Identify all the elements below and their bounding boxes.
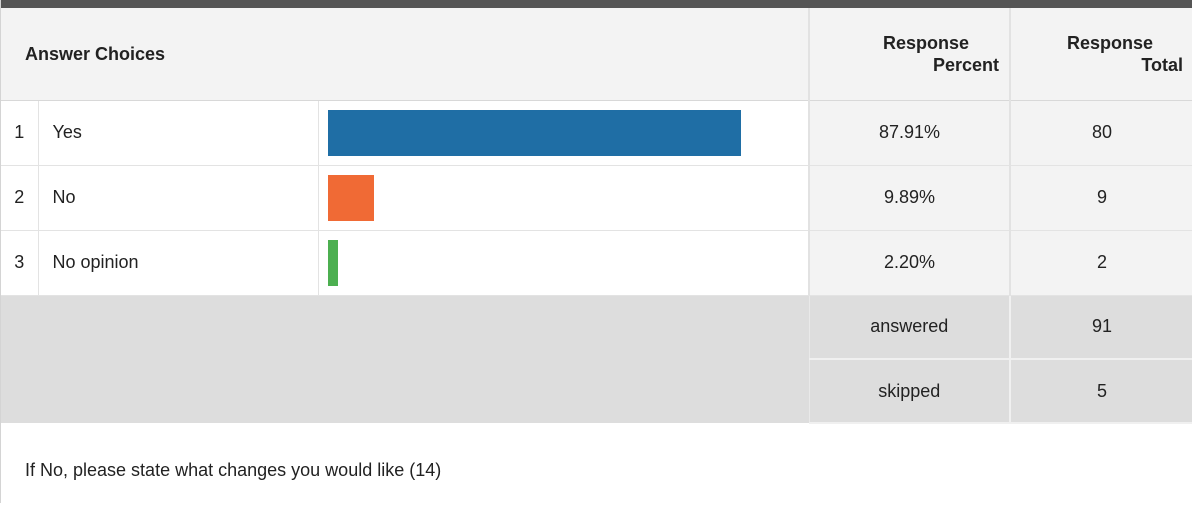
comment-text: If No, please state what changes you wou…	[1, 423, 1192, 517]
header-answer-choices: Answer Choices	[1, 8, 810, 101]
row-total: 2	[1010, 230, 1192, 296]
summary-row-answered: answered 91	[1, 295, 1192, 423]
summary-row-skipped: skipped 5	[1, 359, 1192, 424]
header-response-percent-line2: Percent	[932, 54, 999, 75]
row-number: 2	[1, 165, 39, 231]
header-response-total-line2: Total	[1141, 54, 1183, 75]
answered-value: 91	[1010, 295, 1192, 360]
skipped-value: 5	[1010, 359, 1192, 424]
row-bar-cell	[318, 100, 810, 166]
row-bar-cell	[318, 165, 810, 231]
row-label: No	[38, 165, 319, 231]
survey-results-panel: Answer Choices Response Percent Response…	[0, 0, 1192, 503]
header-response-total: Response Total	[1010, 8, 1192, 101]
percent-bar	[327, 239, 338, 286]
table-row: 2 No 9.89% 9	[1, 165, 1192, 231]
row-number: 3	[1, 230, 39, 296]
row-percent: 2.20%	[809, 230, 1011, 296]
row-total: 9	[1010, 165, 1192, 231]
row-percent: 87.91%	[809, 100, 1011, 166]
bar-track	[327, 109, 798, 156]
header-row: Answer Choices Response Percent Response…	[1, 8, 1192, 101]
table-row: 3 No opinion 2.20% 2	[1, 230, 1192, 296]
bar-track	[327, 239, 798, 286]
row-label: No opinion	[38, 230, 319, 296]
header-response-percent-line1: Response	[882, 32, 969, 53]
row-number: 1	[1, 100, 39, 166]
comment-row: If No, please state what changes you wou…	[1, 423, 1192, 517]
results-table: Answer Choices Response Percent Response…	[1, 8, 1192, 517]
skipped-label: skipped	[809, 359, 1011, 424]
summary-blank	[1, 295, 810, 423]
answered-label: answered	[809, 295, 1011, 360]
header-response-total-line1: Response	[1066, 32, 1153, 53]
row-bar-cell	[318, 230, 810, 296]
header-response-percent: Response Percent	[809, 8, 1011, 101]
row-percent: 9.89%	[809, 165, 1011, 231]
row-total: 80	[1010, 100, 1192, 166]
bar-track	[327, 174, 798, 221]
table-row: 1 Yes 87.91% 80	[1, 100, 1192, 166]
top-border-bar	[1, 0, 1192, 8]
row-label: Yes	[38, 100, 319, 166]
percent-bar	[327, 174, 374, 221]
percent-bar	[327, 109, 741, 156]
